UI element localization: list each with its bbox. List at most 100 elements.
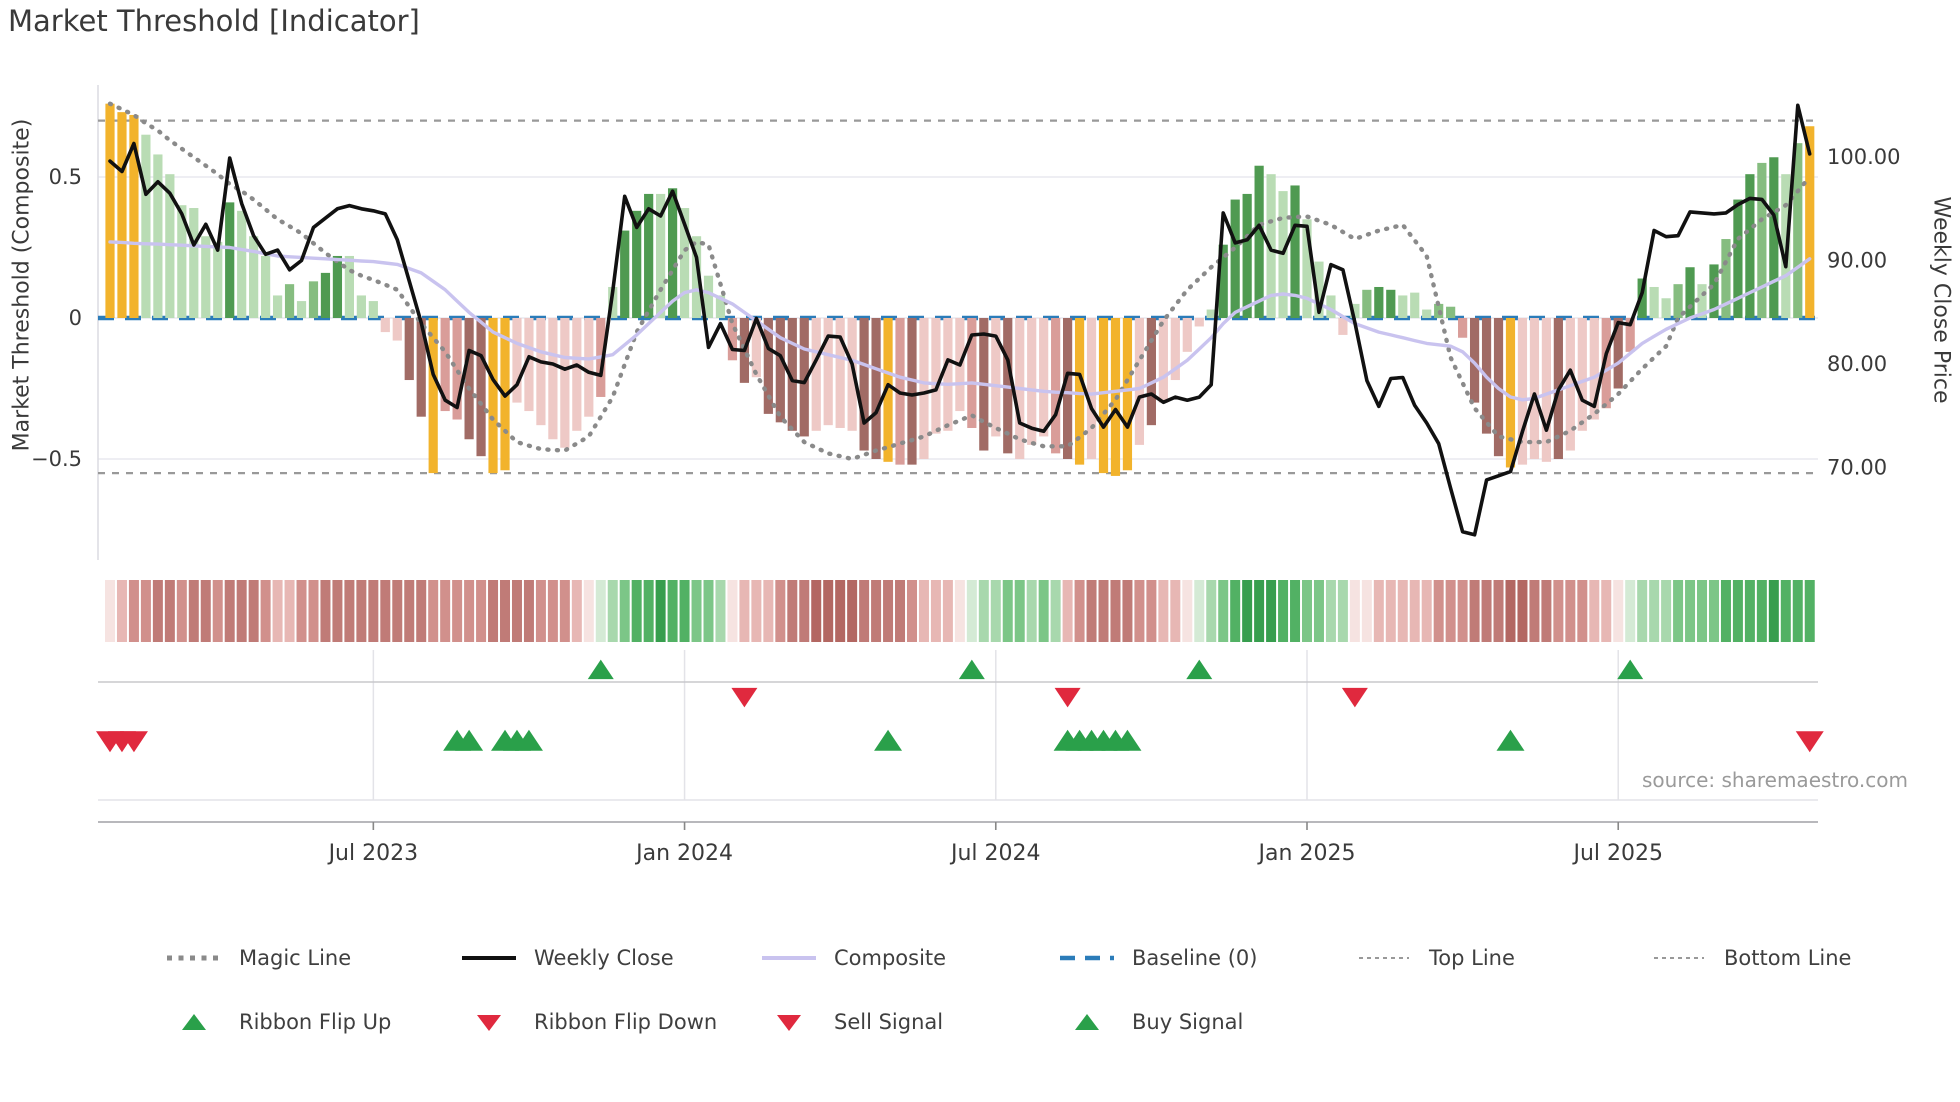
ribbon-cell	[1170, 580, 1181, 642]
ribbon-cell	[452, 580, 463, 642]
threshold-bar	[943, 318, 953, 431]
composite-line	[108, 240, 1812, 402]
threshold-bar	[1182, 318, 1192, 352]
ribbon-cell	[200, 580, 211, 642]
x-tick-label: Jan 2024	[634, 841, 733, 866]
ribbon-cell	[1050, 580, 1061, 642]
threshold-bar	[1733, 199, 1743, 318]
ribbon-cell	[428, 580, 439, 642]
ribbon-cell	[751, 580, 762, 642]
threshold-bar	[871, 318, 881, 459]
threshold-bar	[679, 208, 690, 318]
threshold-bar	[1685, 267, 1695, 318]
ribbon-cell	[559, 580, 570, 642]
left-axis-title: Market Threshold (Composite)	[9, 118, 35, 452]
threshold-bar	[715, 295, 726, 318]
ribbon-cell	[811, 580, 822, 642]
threshold-bar	[1601, 318, 1611, 409]
legend-item-top-line: Top Line	[1355, 943, 1515, 973]
threshold-bar	[440, 318, 450, 412]
ribbon-cell	[1266, 580, 1277, 642]
ribbon-cell	[476, 580, 487, 642]
ribbon-cell	[1780, 580, 1791, 642]
ribbon-cell	[1373, 580, 1384, 642]
ribbon-cell	[116, 580, 127, 642]
threshold-bar	[1290, 185, 1300, 318]
threshold-bar	[320, 272, 331, 318]
threshold-bar	[811, 318, 821, 431]
ribbon-flip-down-marker	[1341, 687, 1368, 708]
right-tick-label: 80.00	[1827, 352, 1887, 376]
ribbon-cell	[464, 580, 475, 642]
threshold-bar	[332, 255, 343, 318]
threshold-bar	[1577, 318, 1587, 431]
ribbon-flip-up-marker	[1617, 659, 1644, 680]
ribbon-cell	[990, 580, 1001, 642]
ribbon-cell	[787, 580, 798, 642]
threshold-bar	[512, 318, 522, 403]
ribbon-cell	[763, 580, 774, 642]
threshold-bar	[536, 318, 546, 426]
ribbon-cell	[571, 580, 582, 642]
ribbon-cell	[356, 580, 367, 642]
right-tick-label: 100.00	[1827, 145, 1900, 169]
ribbon-cell	[1290, 580, 1301, 642]
indicator-chart-canvas: 0.5 0 −0.5 100.00 90.00 80.00 70.00 Jul 2023 Jan…	[31, 85, 1900, 866]
ribbon-cell	[631, 580, 642, 642]
threshold-bar	[213, 241, 223, 318]
ribbon-cell	[1218, 580, 1229, 642]
threshold-bar	[129, 114, 139, 319]
fine-dash-icon	[1359, 957, 1409, 959]
legend-label: Ribbon Flip Down	[534, 1010, 718, 1034]
ribbon-cell	[392, 580, 403, 642]
threshold-bar	[177, 205, 187, 318]
threshold-bar	[1302, 219, 1312, 318]
legend-item-sell-signal: Sell Signal	[760, 1007, 943, 1037]
legend-item-ribbon-flip-down: Ribbon Flip Down	[460, 1007, 717, 1037]
ribbon-cell	[1110, 580, 1121, 642]
threshold-bar	[1194, 318, 1204, 327]
ribbon-cell	[906, 580, 917, 642]
ribbon-cell	[212, 580, 223, 642]
ribbon-cell	[1278, 580, 1289, 642]
ribbon-cell	[715, 580, 726, 642]
ribbon-cell	[296, 580, 307, 642]
ribbon-cell	[1302, 580, 1312, 642]
ribbon-cell	[978, 580, 989, 642]
magic-icon	[167, 955, 221, 961]
threshold-bar	[428, 318, 438, 474]
ribbon-cell	[1768, 580, 1779, 642]
ribbon-cell	[547, 580, 558, 642]
threshold-bar	[141, 134, 151, 318]
threshold-bar	[356, 295, 366, 318]
ribbon-cell	[1697, 580, 1708, 642]
threshold-bar	[1086, 318, 1097, 459]
ribbon-cell	[1577, 580, 1588, 642]
ribbon-cell	[1469, 580, 1480, 642]
ribbon-flip-down-marker	[731, 687, 758, 708]
threshold-bar	[392, 318, 402, 341]
threshold-bar	[1469, 318, 1480, 403]
ribbon-cell	[1589, 580, 1600, 642]
ribbon-cell	[176, 580, 187, 642]
ribbon-cell	[368, 580, 379, 642]
threshold-bar	[153, 154, 163, 318]
x-tick-label: Jan 2025	[1257, 841, 1356, 866]
threshold-bar	[296, 301, 307, 318]
ribbon-cell	[655, 580, 666, 642]
ribbon-cell	[284, 580, 295, 642]
right-tick-label: 70.00	[1827, 456, 1887, 480]
ribbon-cell	[1325, 580, 1336, 642]
ribbon-cell	[1744, 580, 1755, 642]
threshold-bar	[1398, 295, 1408, 318]
threshold-bar	[799, 318, 809, 437]
ribbon-cell	[248, 580, 259, 642]
ribbon-cell	[1529, 580, 1540, 642]
threshold-bar	[907, 318, 917, 465]
ribbon-cell	[1637, 580, 1648, 642]
threshold-bar	[1146, 318, 1156, 426]
threshold-bar	[775, 318, 785, 423]
ribbon-cell	[1002, 580, 1013, 642]
ribbon-cell	[883, 580, 894, 642]
threshold-bar	[667, 188, 678, 318]
